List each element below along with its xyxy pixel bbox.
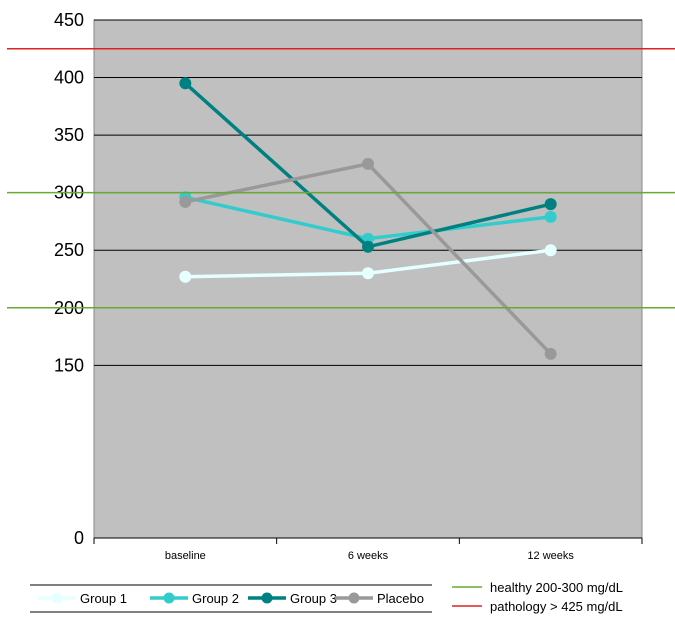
y-tick-label: 450 (54, 10, 84, 30)
data-point (544, 347, 557, 360)
legend-swatch-marker (261, 592, 273, 604)
data-point (544, 244, 557, 257)
y-tick-label: 150 (54, 355, 84, 375)
y-tick-label: 350 (54, 125, 84, 145)
data-point (362, 157, 374, 170)
legend-swatch-marker (348, 592, 360, 604)
x-tick-label: baseline (165, 550, 206, 562)
data-point (544, 210, 557, 223)
legend-ref-label: pathology > 425 mg/dL (490, 599, 623, 614)
legend-ref-label: healthy 200-300 mg/dL (490, 580, 623, 595)
legend-label: Group 3 (290, 591, 337, 606)
legend-label: Placebo (377, 591, 424, 606)
data-point (362, 240, 374, 253)
data-point (179, 195, 192, 208)
data-point (179, 270, 192, 283)
legend-swatch-marker (163, 592, 175, 604)
y-tick-label: 400 (54, 68, 84, 88)
y-tick-label: 250 (54, 240, 84, 260)
data-point (362, 267, 374, 280)
y-tick-label: 0 (74, 528, 84, 548)
legend-label: Group 1 (80, 591, 127, 606)
x-tick-label: 12 weeks (527, 550, 574, 562)
legend-label: Group 2 (192, 591, 239, 606)
legend-swatch-marker (51, 592, 63, 604)
data-point (544, 198, 557, 211)
data-point (179, 77, 192, 90)
x-tick-label: 6 weeks (348, 550, 389, 562)
